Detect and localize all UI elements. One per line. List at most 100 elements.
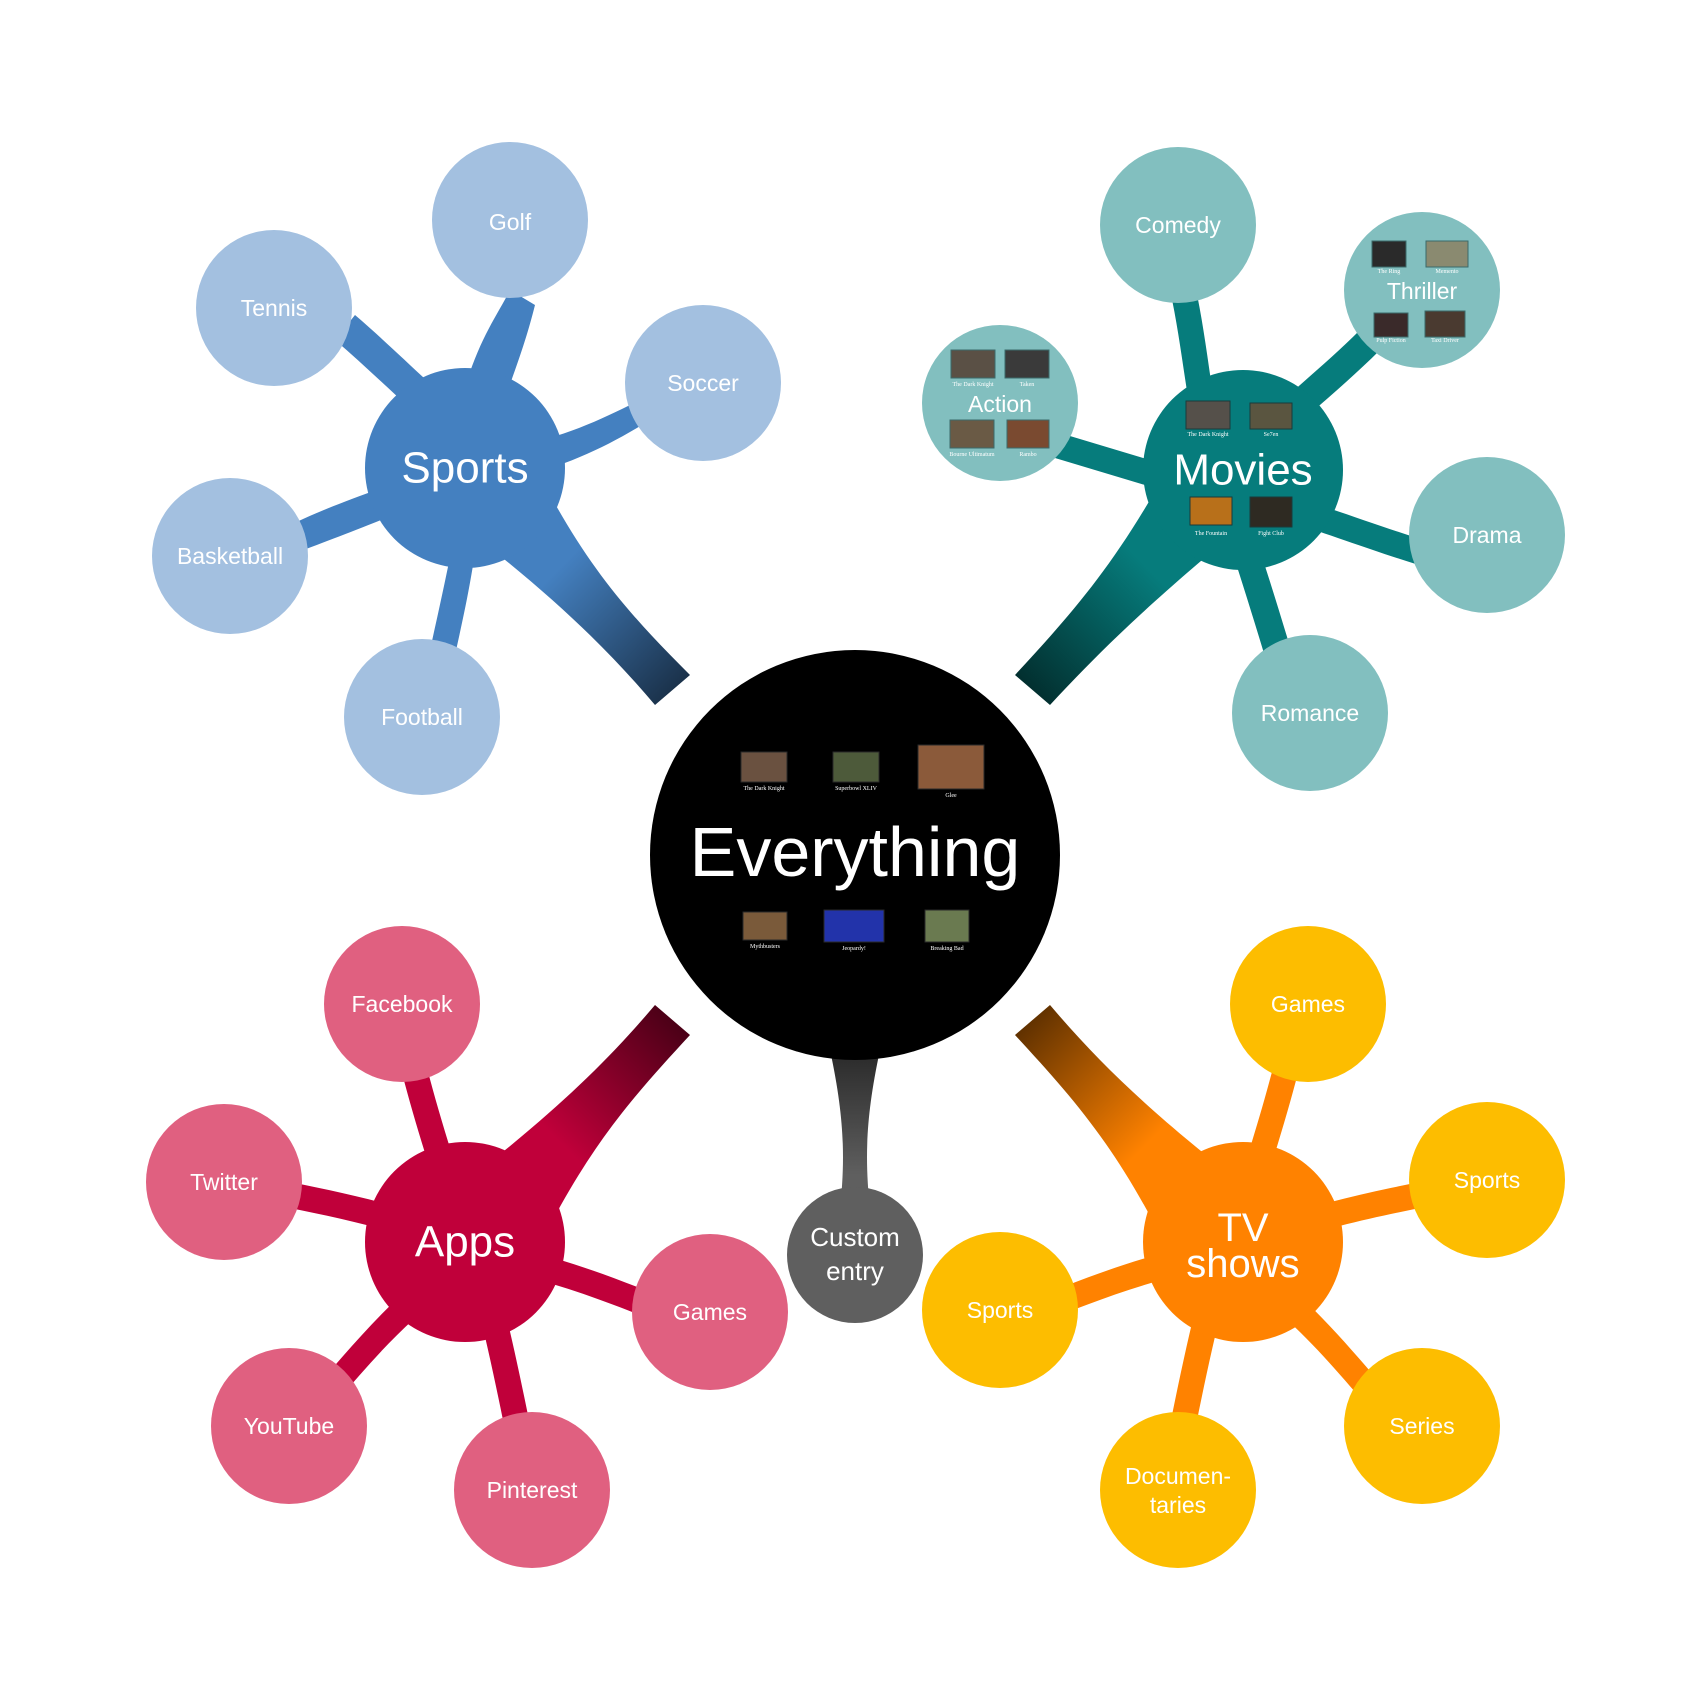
leaf-bubble	[146, 1104, 302, 1260]
thumbnail	[1373, 312, 1409, 338]
leaf-bubble	[152, 478, 308, 634]
movies-leaf-romance[interactable]: Romance	[1232, 635, 1388, 791]
sports-branch: Sports Golf Tennis Soccer Basketball Foo…	[152, 142, 781, 795]
leaf-label: Twitter	[190, 1169, 258, 1195]
thriller-label: Thriller	[1387, 278, 1458, 304]
leaf-label: Games	[1271, 991, 1345, 1017]
link-center-custom	[830, 1050, 880, 1210]
tv-leaf-sports-left[interactable]: Sports	[922, 1232, 1078, 1388]
tv-leaf-games[interactable]: Games	[1230, 926, 1386, 1082]
sports-hub-label: Sports	[401, 444, 528, 493]
sports-hub-bubble	[365, 368, 565, 568]
thumbnail-caption: Glee	[945, 793, 957, 799]
apps-branch: Apps Facebook Twitter Games YouTube Pint…	[146, 926, 788, 1568]
tv-hub-label-line2: shows	[1186, 1242, 1299, 1286]
thumbnail-caption: Memento	[1436, 269, 1459, 275]
tv-leaf-documentaries[interactable]: Documen- taries	[1100, 1412, 1256, 1568]
movies-leaf-thriller[interactable]: The Ring Memento Thriller Pulp Fiction T…	[1344, 212, 1500, 368]
sports-leaf-golf[interactable]: Golf	[432, 142, 588, 298]
sports-hub[interactable]: Sports	[365, 368, 565, 568]
leaf-bubble	[1100, 1412, 1256, 1568]
thumbnail-caption: Jeopardy!	[842, 946, 866, 952]
thumbnail-caption: Fight Club	[1258, 531, 1284, 537]
thumbnail-caption: Breaking Bad	[930, 946, 963, 952]
thumbnail-caption: Pulp Fiction	[1376, 338, 1406, 344]
leaf-bubble	[344, 639, 500, 795]
leaf-label: Basketball	[177, 543, 283, 569]
apps-hub-bubble	[365, 1142, 565, 1342]
thumbnail	[1424, 310, 1466, 338]
thumbnail-caption: The Dark Knight	[953, 382, 994, 388]
leaf-label: Golf	[489, 209, 532, 235]
sports-leaf-soccer[interactable]: Soccer	[625, 305, 781, 461]
leaf-label: Drama	[1452, 522, 1521, 548]
thumbnail	[924, 909, 970, 943]
sports-leaf-football[interactable]: Football	[344, 639, 500, 795]
leaf-label: Facebook	[351, 991, 453, 1017]
movies-leaf-comedy[interactable]: Comedy	[1100, 147, 1256, 303]
thumbnail	[1006, 419, 1050, 449]
sports-leaf-tennis[interactable]: Tennis	[196, 230, 352, 386]
tv-leaf-sports-right[interactable]: Sports	[1409, 1102, 1565, 1258]
thumbnail	[1425, 240, 1469, 268]
thumbnail-caption: The Dark Knight	[744, 786, 785, 792]
movies-leaf-action[interactable]: The Dark Knight Taken Action Bourne Ulti…	[922, 325, 1078, 481]
thumbnail-caption: Bourne Ultimatum	[949, 452, 994, 458]
center-thumbnails-top: The Dark Knight Superbowl XLIV Glee	[740, 744, 985, 799]
apps-hub-label: Apps	[415, 1218, 515, 1267]
apps-leaf-pinterest[interactable]: Pinterest	[454, 1412, 610, 1568]
thumbnail	[1249, 496, 1293, 528]
thumbnail	[917, 744, 985, 790]
leaf-bubble	[1409, 1102, 1565, 1258]
thumbnail	[1371, 240, 1407, 268]
thumbnail-caption: Taken	[1020, 382, 1035, 388]
center-node[interactable]: The Dark Knight Superbowl XLIV Glee Ever…	[650, 650, 1060, 1060]
tv-leaf-series[interactable]: Series	[1344, 1348, 1500, 1504]
leaf-label-line2: taries	[1150, 1492, 1206, 1518]
leaf-bubble	[1230, 926, 1386, 1082]
thumbnail	[742, 911, 788, 941]
movies-branch: The Dark Knight Se7en Movies The Fountai…	[922, 147, 1565, 791]
thumbnail	[832, 751, 880, 783]
tv-hub[interactable]: TV shows	[1143, 1142, 1343, 1342]
leaf-label: YouTube	[244, 1413, 334, 1439]
tv-branch: TV shows Games Sports Sports Series Docu…	[922, 926, 1565, 1568]
leaf-bubble	[632, 1234, 788, 1390]
thumbnail	[949, 419, 995, 449]
thumbnail	[740, 751, 788, 783]
tv-hub-bubble	[1143, 1142, 1343, 1342]
thumbnail-caption: The Dark Knight	[1188, 432, 1229, 438]
leaf-label: Football	[381, 704, 463, 730]
leaf-bubble	[324, 926, 480, 1082]
custom-entry-label-line2: entry	[826, 1256, 884, 1286]
custom-entry-node[interactable]: Custom entry	[787, 1187, 923, 1323]
apps-hub[interactable]: Apps	[365, 1142, 565, 1342]
apps-leaf-youtube[interactable]: YouTube	[211, 1348, 367, 1504]
leaf-bubble	[454, 1412, 610, 1568]
leaf-label: Soccer	[667, 370, 739, 396]
tv-hub-label-line1: TV	[1217, 1206, 1268, 1250]
leaf-bubble	[1344, 1348, 1500, 1504]
movies-hub[interactable]: The Dark Knight Se7en Movies The Fountai…	[1143, 370, 1343, 570]
apps-leaf-facebook[interactable]: Facebook	[324, 926, 480, 1082]
leaf-label: Romance	[1261, 700, 1359, 726]
leaf-label: Tennis	[241, 295, 307, 321]
leaf-bubble	[196, 230, 352, 386]
thumbnail-caption: The Fountain	[1195, 531, 1227, 537]
leaf-label: Series	[1389, 1413, 1454, 1439]
custom-entry-label-line1: Custom	[810, 1222, 900, 1252]
leaf-label: Sports	[967, 1297, 1033, 1323]
leaf-label: Pinterest	[487, 1477, 578, 1503]
sports-leaf-basketball[interactable]: Basketball	[152, 478, 308, 634]
thumbnail	[823, 909, 885, 943]
movies-leaf-drama[interactable]: Drama	[1409, 457, 1565, 613]
thumbnail-caption: Taxi Driver	[1431, 338, 1459, 344]
leaf-bubble	[922, 1232, 1078, 1388]
apps-leaf-games[interactable]: Games	[632, 1234, 788, 1390]
leaf-label-line1: Documen-	[1125, 1463, 1231, 1489]
thumbnail	[1249, 402, 1293, 430]
leaf-bubble	[432, 142, 588, 298]
center-title: Everything	[690, 813, 1021, 891]
apps-leaf-twitter[interactable]: Twitter	[146, 1104, 302, 1260]
